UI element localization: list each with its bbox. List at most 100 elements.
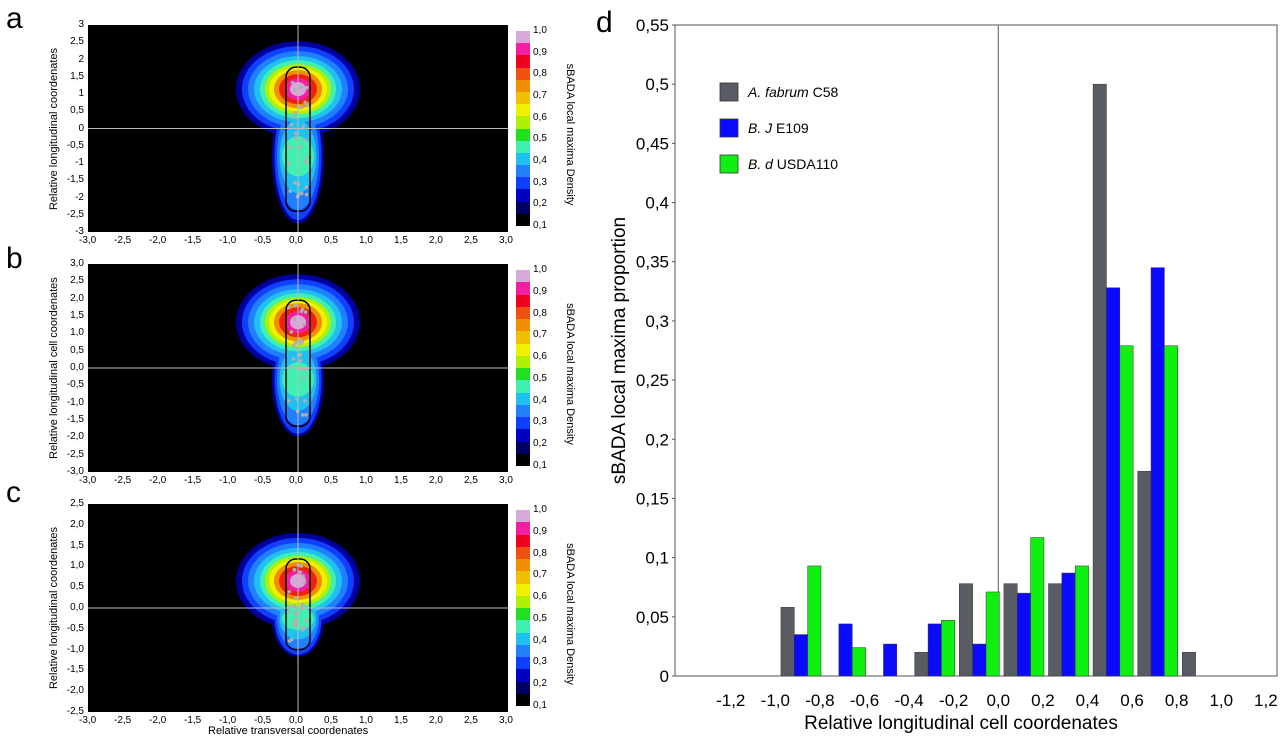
colorbar-swatch: [516, 404, 530, 417]
heatmap-c-ytick: -2,5: [66, 706, 84, 717]
heatmap-c-ytick: -1,5: [66, 664, 84, 676]
colorbar-swatch: [516, 343, 530, 356]
maxima-dot: [293, 136, 297, 141]
maxima-dot: [301, 574, 306, 578]
maxima-dot: [292, 88, 297, 93]
maxima-dot: [304, 192, 309, 197]
maxima-dot: [294, 610, 299, 615]
heatmap-b-xtick: 1,5: [394, 475, 408, 486]
heatmap-c-xlabel: Relative transversal coordenates: [208, 725, 369, 737]
heatmap-b-xtick: 0,5: [324, 475, 338, 486]
heatmap-b-ytick: 1,5: [70, 310, 84, 321]
maxima-dot: [293, 596, 298, 600]
colorbar-swatch: [516, 657, 530, 670]
colorbar-swatch: [516, 201, 530, 214]
heatmap-b-xtick: -1,0: [219, 475, 237, 486]
maxima-dot: [292, 317, 297, 321]
colorbar-c-tick: 0,8: [533, 547, 547, 559]
colorbar-b-tick: 0,8: [533, 307, 547, 319]
colorbar-swatch: [516, 380, 530, 393]
heatmap-plot-b: [88, 264, 508, 472]
maxima-dot: [288, 189, 293, 193]
maxima-dot: [287, 639, 292, 643]
colorbar-swatch: [516, 104, 530, 117]
heatmap-a-ytick: -3: [75, 226, 84, 237]
bar-0: [1048, 583, 1063, 677]
bar-2: [1164, 345, 1179, 677]
heatmap-b-ytick: -0,5: [66, 379, 84, 391]
bar-1: [927, 623, 942, 677]
maxima-dot: [300, 602, 305, 607]
maxima-dot: [291, 115, 296, 119]
maxima-dot: [288, 145, 293, 149]
colorbar-swatch: [516, 608, 530, 621]
maxima-dot: [292, 620, 296, 624]
bar-2: [1030, 537, 1045, 677]
bar-1: [883, 643, 898, 677]
x-tick-label: -1,2: [716, 691, 745, 710]
panel-d-label: d: [596, 6, 613, 39]
maxima-dot: [300, 307, 305, 312]
x-tick-label: 0,8: [1165, 691, 1189, 710]
heatmap-b-xtick: 3,0: [499, 475, 513, 486]
heatmap-a-xtick: 0,0: [289, 235, 303, 246]
bar-1: [1061, 572, 1076, 677]
bar-2: [941, 620, 956, 677]
x-tick-label: 0,2: [1031, 691, 1055, 710]
maxima-dot: [287, 305, 291, 310]
heatmap-b-ytick: 0,0: [70, 362, 84, 373]
heatmap-c-xtick: 0,5: [324, 715, 338, 726]
maxima-dot: [287, 589, 291, 594]
legend-entry: A. fabrum C58: [747, 84, 838, 100]
heatmap-a-xtick: 3,0: [499, 235, 513, 246]
heatmap-b-xtick: -0,5: [254, 475, 272, 486]
heatmap-a-xtick: 0,5: [324, 235, 338, 246]
maxima-dot: [296, 192, 301, 197]
colorbar-b-tick: 0,4: [533, 394, 547, 406]
colorbar-swatch: [516, 355, 530, 368]
y-axis-label: sBADA local maxima proportion: [609, 217, 630, 484]
heatmap-c-xtick: -3,0: [79, 715, 97, 726]
legend-swatch: [719, 154, 739, 174]
colorbar-c-tick: 0,3: [533, 656, 547, 668]
heatmap-b-xtick: 0,0: [289, 475, 303, 486]
colorbar-swatch: [516, 67, 530, 80]
colorbar-a-tick: 0,7: [533, 90, 547, 101]
colorbar-c-tick: 0,9: [533, 525, 547, 537]
colorbar-swatch: [516, 140, 530, 153]
bar-2: [851, 647, 866, 677]
x-tick-label: -0,4: [894, 691, 923, 710]
maxima-dot: [289, 122, 294, 127]
maxima-dot: [286, 398, 291, 403]
colorbar-a-tick: 0,5: [533, 133, 547, 145]
bar-0: [1003, 583, 1018, 677]
heatmap-c-xtick: 3,0: [499, 715, 513, 726]
colorbar-swatch: [516, 331, 530, 344]
bar-1: [794, 634, 808, 677]
colorbar-swatch: [516, 453, 530, 466]
maxima-dot: [302, 376, 306, 381]
colorbar-swatch: [516, 669, 530, 682]
x-tick-label: -0,2: [939, 691, 968, 710]
heatmap-b-xtick: 2,0: [429, 475, 443, 486]
heatmap-a-ytick: -1,5: [66, 174, 84, 186]
y-tick-label: 0,2: [645, 430, 669, 449]
bar-1: [1106, 287, 1121, 677]
heatmap-plot-c: [88, 504, 508, 712]
maxima-dot: [304, 185, 309, 190]
colorbar-swatch: [516, 189, 530, 202]
colorbar-b-tick: 1,0: [533, 264, 547, 275]
x-tick-label: 0,6: [1120, 691, 1144, 710]
bar-2: [807, 565, 822, 677]
heatmap-c-xtick: -1,5: [184, 715, 202, 726]
maxima-dot: [299, 85, 304, 89]
heatmap-b-ytick: 0,5: [70, 344, 84, 356]
colorbar-swatch: [516, 644, 530, 657]
maxima-dot: [293, 340, 298, 345]
bar-0: [780, 607, 795, 677]
maxima-dot: [299, 191, 304, 196]
colorbar-a-tick: 0,6: [533, 111, 547, 123]
heatmap-c-ytick: -0,5: [66, 622, 84, 634]
heatmap-a-xtick: 2,0: [429, 235, 443, 246]
colorbar-swatch: [516, 632, 530, 645]
